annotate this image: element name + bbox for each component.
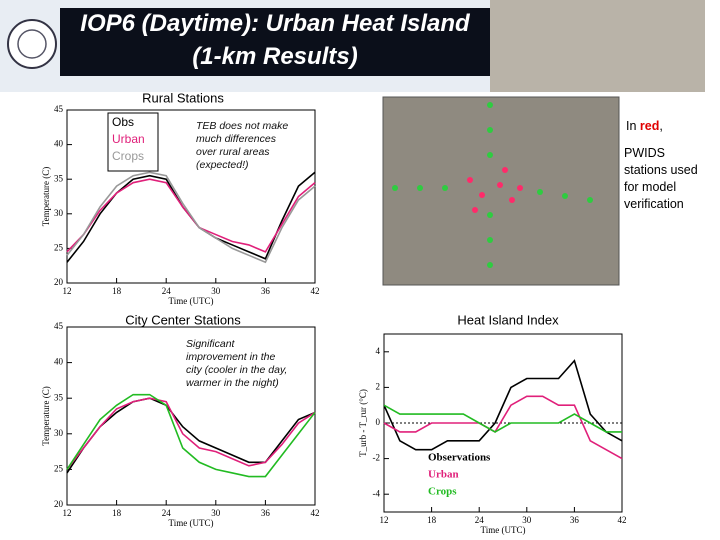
title-box	[60, 8, 490, 76]
y-tick-label: 35	[54, 173, 64, 183]
series-line	[383, 404, 622, 433]
x-tick-label: 12	[63, 508, 72, 518]
x-axis-label: Time (UTC)	[169, 296, 214, 306]
y-tick-label: 25	[54, 242, 64, 252]
legend-entry: Crops	[112, 149, 144, 163]
x-tick-label: 42	[311, 508, 320, 518]
x-tick-label: 42	[618, 515, 627, 525]
x-tick-label: 36	[261, 286, 271, 296]
y-tick-label: 20	[54, 499, 64, 509]
logo-globe	[17, 29, 47, 59]
map-image	[382, 96, 620, 286]
series-line	[66, 393, 316, 478]
header-photo	[490, 0, 720, 92]
slide-title: IOP6 (Daytime): Urban Heat Island	[80, 10, 471, 37]
legend-entry: Crops	[428, 486, 457, 498]
x-tick-label: 36	[570, 515, 580, 525]
note-box: PWIDS stations used for model verificati…	[624, 146, 698, 211]
note-text: ,	[659, 119, 662, 133]
series-line	[383, 395, 623, 460]
x-axis-label: Time (UTC)	[169, 518, 214, 528]
y-tick-label: 30	[54, 208, 64, 218]
note-text: In	[626, 119, 640, 133]
x-tick-label: 30	[211, 508, 221, 518]
series-line	[66, 178, 316, 253]
annotation-box: Significant improvement in the city (coo…	[186, 338, 288, 389]
right-edge	[705, 0, 720, 540]
y-axis-label: T_urb - T_rur (°C)	[358, 389, 368, 457]
x-tick-label: 24	[162, 286, 172, 296]
series-line	[66, 171, 316, 264]
x-tick-label: 42	[311, 286, 320, 296]
legend-entry: Obs	[112, 115, 134, 129]
y-tick-label: 30	[54, 428, 64, 438]
y-axis-label: Temperature (C)	[41, 167, 51, 227]
y-tick-label: 40	[54, 357, 64, 367]
note-body: PWIDS stations used for model verificati…	[624, 146, 698, 211]
y-axis-label: Temperature (C)	[41, 386, 51, 446]
y-tick-label: 25	[54, 463, 64, 473]
y-tick-label: 45	[54, 104, 64, 114]
y-tick-label: 20	[54, 277, 64, 287]
note-red: red	[640, 119, 659, 133]
x-tick-label: 18	[427, 515, 437, 525]
series-line	[66, 397, 316, 474]
chart-title: City Center Stations	[125, 312, 241, 327]
note-text: In red,	[626, 119, 663, 133]
y-tick-label: -4	[373, 488, 381, 498]
map-stations	[392, 102, 593, 268]
x-tick-label: 18	[112, 286, 122, 296]
x-tick-label: 24	[162, 508, 172, 518]
x-tick-label: 36	[261, 508, 271, 518]
annotation: TEB does not make much differences over …	[196, 120, 289, 171]
x-tick-label: 30	[522, 515, 532, 525]
x-tick-label: 30	[211, 286, 221, 296]
y-tick-label: 4	[376, 346, 381, 356]
logo	[7, 19, 57, 69]
series-line	[66, 397, 316, 470]
y-tick-label: 35	[54, 392, 64, 402]
legend-entry: Urban	[112, 132, 145, 146]
chart-title: Heat Island Index	[457, 312, 559, 327]
y-tick-label: 40	[54, 139, 64, 149]
x-tick-label: 12	[380, 515, 389, 525]
plot-frame	[66, 326, 316, 506]
slide-title: (1-km Results)	[192, 43, 357, 70]
annotation-box: TEB does not make much differences over …	[196, 120, 289, 171]
chart-title: Rural Stations	[142, 90, 224, 105]
y-tick-label: -2	[373, 453, 381, 463]
y-tick-label: 0	[376, 417, 381, 427]
x-tick-label: 24	[475, 515, 485, 525]
plot-frame	[66, 109, 316, 284]
legend-entry: Urban	[428, 469, 459, 481]
legend-box	[107, 112, 159, 172]
x-tick-label: 18	[112, 508, 122, 518]
map-pwids	[467, 167, 523, 213]
series-line	[383, 359, 623, 451]
y-tick-label: 2	[376, 381, 381, 391]
annotation: Significant improvement in the city (coo…	[186, 338, 288, 389]
y-tick-label: 45	[54, 321, 64, 331]
x-tick-label: 12	[63, 286, 72, 296]
legend-entry: Observations	[428, 452, 491, 464]
x-axis-label: Time (UTC)	[481, 525, 526, 535]
